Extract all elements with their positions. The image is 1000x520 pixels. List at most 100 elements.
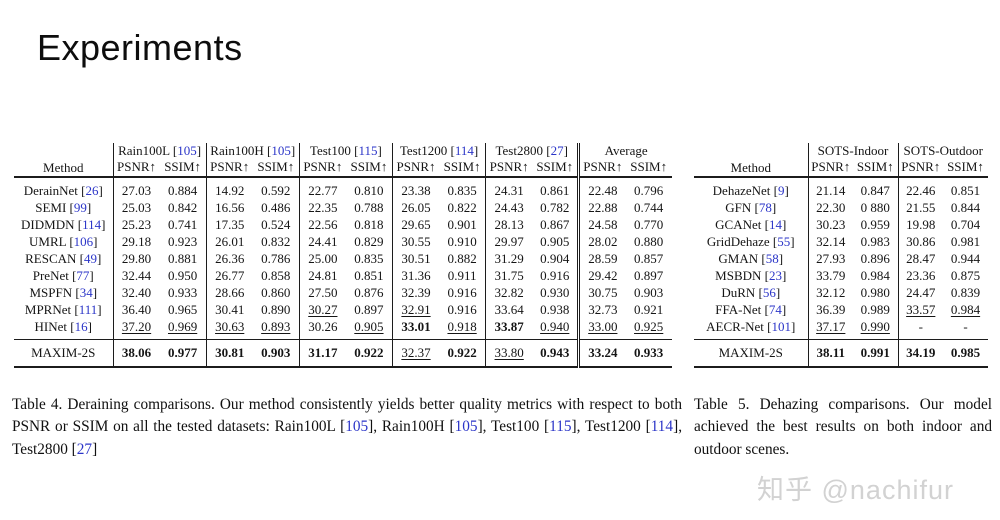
metric-value: 0.592 (261, 183, 291, 198)
metric-value: 0.984 (950, 302, 981, 317)
metric-value: 0.867 (540, 217, 570, 232)
metric-value: 0.923 (167, 234, 198, 249)
dehazing-table: Method SOTS-Indoor SOTS-Outdoor PSNR↑ SSIM↑ P… (694, 143, 988, 368)
metric-value: 0.981 (950, 234, 981, 249)
citation-ref: 27 (76, 440, 93, 458)
metric-value: 0.897 (354, 302, 384, 317)
method-name: MAXIM-2S (694, 339, 808, 368)
metric-value: 29.18 (112, 233, 160, 250)
metric-value: 0.847 (860, 183, 890, 198)
method-name: RESCAN [49] (25, 251, 102, 266)
metric-value: 21.55 (897, 199, 943, 216)
metric-value: 0.893 (261, 319, 291, 334)
psnr-header: PSNR↑ (807, 159, 853, 178)
metric-value: 0.916 (447, 285, 477, 300)
page-title: Experiments (37, 27, 243, 68)
metric-value: 0.890 (261, 302, 291, 317)
metric-value: 0.959 (860, 217, 890, 232)
metric-value: 32.12 (807, 284, 853, 301)
method-name: MPRNet [111] (24, 302, 102, 317)
metric-value: 25.23 (112, 216, 160, 233)
metric-value: 22.35 (298, 199, 346, 216)
metric-value: 24.58 (577, 216, 626, 233)
metric-value: 0 880 (860, 200, 890, 215)
citation-ref: 114 (454, 143, 474, 158)
metric-value: 0.880 (634, 234, 664, 249)
psnr-header: PSNR↑ (298, 159, 346, 178)
metric-value: 0.835 (447, 183, 477, 198)
metric-value: 0.835 (354, 251, 384, 266)
metric-value: 0.916 (447, 302, 477, 317)
metric-value: 33.80 (485, 339, 533, 368)
metric-value: 30.26 (298, 318, 346, 340)
metric-value: 0.930 (540, 285, 570, 300)
metric-value: 0.851 (950, 183, 981, 198)
metric-value: 0.796 (634, 183, 664, 198)
table-row: AECR-Net [101] 37.17 0.990- - (694, 318, 988, 340)
table-row: MSPFN [34] 32.40 0.933 28.66 0.860 27.50 0.876… (14, 284, 672, 301)
citation-ref: 58 (765, 251, 779, 266)
table-row: DuRN [56] 32.12 0.980 24.47 0.839 (694, 284, 988, 301)
header-row-datasets: Method SOTS-Indoor SOTS-Outdoor (694, 143, 988, 178)
method-name: GridDehaze [55] (706, 234, 795, 249)
ssim-header: SSIM↑ (943, 159, 988, 178)
metric-value: 0.881 (167, 251, 198, 266)
maxim-row: MAXIM-2S 38.11 0.991 34.19 0.985 (694, 339, 988, 368)
dataset-column-header: Test1200 [114] (391, 143, 486, 159)
citation-ref: 115 (549, 418, 572, 436)
metric-value: 30.27 (298, 301, 346, 318)
metric-value: 21.14 (807, 177, 853, 199)
metric-value: 0.897 (634, 268, 664, 283)
citation-ref: 114 (82, 217, 102, 232)
metric-value: 28.13 (485, 216, 533, 233)
table-row: DehazeNet [9] 21.14 0.847 22.46 0.851 (694, 177, 988, 199)
metric-value: 25.03 (112, 199, 160, 216)
metric-value: 25.00 (298, 250, 346, 267)
table-row: MSBDN [23] 33.79 0.984 23.36 0.875 (694, 267, 988, 284)
metric-value: 30.63 (205, 318, 253, 340)
citation-ref: 111 (78, 302, 98, 317)
dataset-column-header: Test100 [115] (298, 143, 393, 159)
ssim-header: SSIM↑ (159, 159, 207, 178)
metric-value: 0.875 (950, 268, 981, 283)
metric-value: 0.965 (167, 302, 198, 317)
table-row: UMRL [106] 29.18 0.923 26.01 0.832 24.41 0.829… (14, 233, 672, 250)
metric-value: 0.969 (167, 319, 198, 334)
metric-value: 0.818 (354, 217, 384, 232)
method-name: FFA-Net [74] (715, 302, 787, 317)
table-row: HINet [16] 37.20 0.969 30.63 0.893 30.26 0.905… (14, 318, 672, 340)
maxim-row: MAXIM-2S 38.06 0.977 30.81 0.903 31.17 0.922 32… (14, 339, 672, 368)
metric-value: 0.990 (860, 319, 890, 334)
deraining-table-container: Method Rain100L [105] Rain100H [105] Test10… (14, 143, 672, 368)
zhihu-watermark: 知乎 @nachifur (757, 475, 954, 505)
metric-value: 0.910 (447, 234, 477, 249)
method-name: PreNet [77] (32, 268, 94, 283)
metric-value: 0.933 (167, 285, 198, 300)
metric-value: 0.977 (159, 339, 207, 368)
metric-value: 14.92 (205, 177, 253, 199)
method-name: DerainNet [26] (23, 183, 103, 198)
metric-value: 32.40 (112, 284, 160, 301)
metric-value: - (897, 318, 943, 340)
metric-value: 0.940 (540, 319, 570, 334)
metric-value: 0.876 (354, 285, 384, 300)
psnr-header: PSNR↑ (897, 159, 943, 178)
citation-ref: 105 (454, 418, 478, 436)
table-row: RESCAN [49] 29.80 0.881 26.36 0.786 25.00 0.83… (14, 250, 672, 267)
table-row: MPRNet [111] 36.40 0.965 30.41 0.890 30.27 0.8… (14, 301, 672, 318)
metric-value: 33.87 (485, 318, 533, 340)
method-name: UMRL [106] (29, 234, 98, 249)
method-name: DuRN [56] (721, 285, 781, 300)
metric-value: 28.59 (577, 250, 626, 267)
metric-value: 24.47 (897, 284, 943, 301)
citation-ref: 105 (345, 418, 369, 436)
metric-value: 37.20 (112, 318, 160, 340)
citation-ref: 34 (79, 285, 93, 300)
metric-value: 32.91 (391, 301, 440, 318)
ssim-header: SSIM↑ (345, 159, 393, 178)
psnr-header: PSNR↑ (391, 159, 440, 178)
metric-value: 24.41 (298, 233, 346, 250)
metric-value: 0.860 (261, 285, 291, 300)
metric-value: 0.911 (447, 268, 477, 283)
metric-value: 30.81 (205, 339, 253, 368)
